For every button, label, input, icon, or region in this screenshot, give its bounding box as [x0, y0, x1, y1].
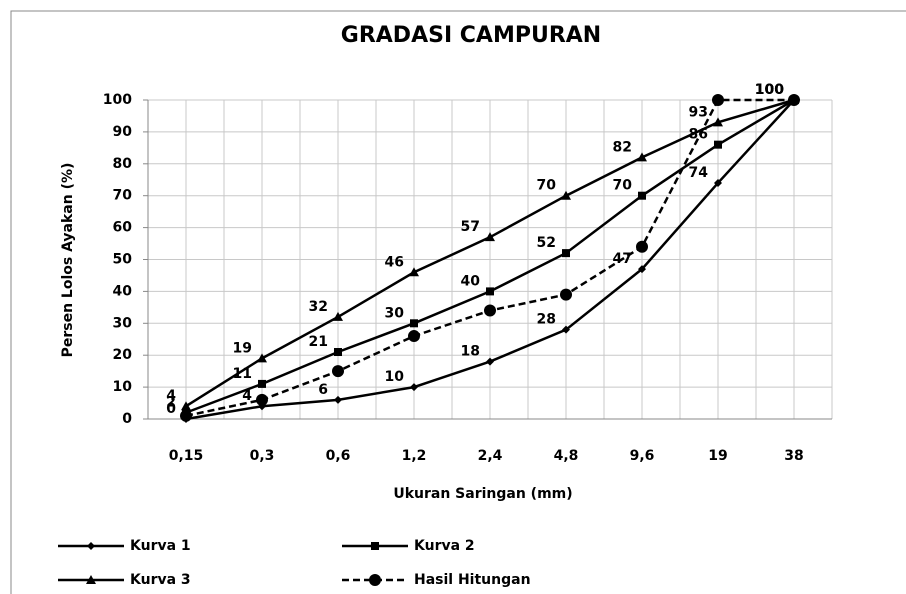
- legend-label: Kurva 1: [130, 538, 191, 554]
- y-axis-title: Persen Lolos Ayakan (%): [60, 163, 76, 358]
- data-label: 40: [461, 273, 481, 289]
- x-tick-label: 0,6: [326, 448, 351, 464]
- data-label: 28: [537, 312, 556, 328]
- x-tick-label: 2,4: [478, 448, 503, 464]
- data-label: 82: [613, 139, 632, 155]
- point: [486, 287, 494, 296]
- point: [257, 353, 267, 363]
- point: [788, 94, 800, 106]
- chart-title: GRADASI CAMPURAN: [341, 23, 601, 48]
- y-tick-label: 70: [113, 188, 133, 204]
- data-label: 57: [461, 219, 480, 235]
- point: [562, 325, 570, 334]
- point: [408, 330, 420, 343]
- x-axis-title: Ukuran Saringan (mm): [393, 486, 572, 502]
- data-label: 100: [755, 82, 784, 98]
- data-label: 4: [242, 388, 252, 404]
- legend-marker: [369, 574, 381, 586]
- x-tick-label: 1,2: [402, 448, 427, 464]
- data-label: 18: [461, 344, 480, 360]
- point: [180, 409, 192, 422]
- data-label: 32: [309, 299, 328, 315]
- point: [258, 379, 266, 388]
- x-tick-label: 0,3: [250, 448, 275, 464]
- y-tick-label: 30: [113, 315, 133, 331]
- point: [638, 191, 646, 200]
- point: [560, 288, 572, 301]
- point: [561, 190, 571, 200]
- point: [638, 265, 646, 274]
- data-label: 2: [166, 395, 176, 411]
- data-label: 0: [166, 401, 176, 417]
- point: [486, 357, 494, 366]
- point: [637, 152, 647, 162]
- data-label: 52: [537, 235, 556, 251]
- point: [333, 311, 343, 321]
- data-label: 70: [613, 178, 633, 194]
- x-tick-label: 4,8: [554, 448, 579, 464]
- point: [334, 348, 342, 357]
- legend-marker: [87, 542, 95, 550]
- legend-label: Kurva 3: [130, 572, 191, 588]
- data-label: 4: [166, 388, 176, 404]
- data-label: 100: [755, 82, 784, 98]
- legend-marker: [86, 575, 96, 584]
- data-label: 21: [309, 334, 328, 350]
- x-tick-label: 9,6: [630, 448, 655, 464]
- data-label: 100: [755, 82, 784, 98]
- point: [636, 240, 648, 253]
- point: [410, 319, 418, 328]
- data-label: 30: [385, 305, 405, 321]
- point: [484, 304, 496, 317]
- data-label: 46: [385, 254, 404, 270]
- y-tick-label: 40: [113, 283, 133, 299]
- y-tick-label: 0: [122, 411, 132, 427]
- point: [712, 94, 724, 106]
- point: [485, 232, 495, 242]
- legend-marker: [371, 542, 379, 550]
- data-label: 74: [689, 165, 709, 181]
- y-tick-label: 20: [113, 347, 133, 363]
- x-tick-label: 0,15: [169, 448, 204, 464]
- y-tick-label: 50: [113, 252, 133, 268]
- y-tick-label: 80: [113, 156, 133, 172]
- legend-label: Kurva 2: [414, 538, 475, 554]
- y-tick-label: 90: [113, 124, 133, 140]
- point: [410, 383, 418, 392]
- point: [332, 365, 344, 378]
- legend-label: Hasil Hitungan: [414, 572, 531, 588]
- chart-frame: [10, 10, 906, 594]
- point: [714, 178, 722, 187]
- data-label: 6: [318, 382, 328, 398]
- point: [181, 401, 191, 411]
- data-label: 70: [537, 178, 557, 194]
- data-label: 93: [689, 104, 708, 120]
- y-tick-label: 100: [103, 92, 132, 108]
- y-tick-label: 10: [113, 379, 133, 395]
- y-tick-label: 60: [113, 220, 133, 236]
- point: [562, 249, 570, 258]
- point: [713, 117, 723, 127]
- point: [256, 393, 268, 406]
- x-tick-label: 38: [784, 448, 803, 464]
- point: [409, 267, 419, 277]
- data-label: 10: [385, 369, 405, 385]
- point: [334, 395, 342, 404]
- point: [714, 140, 722, 149]
- x-tick-label: 19: [708, 448, 727, 464]
- data-label: 11: [233, 366, 252, 382]
- data-label: 19: [233, 340, 252, 356]
